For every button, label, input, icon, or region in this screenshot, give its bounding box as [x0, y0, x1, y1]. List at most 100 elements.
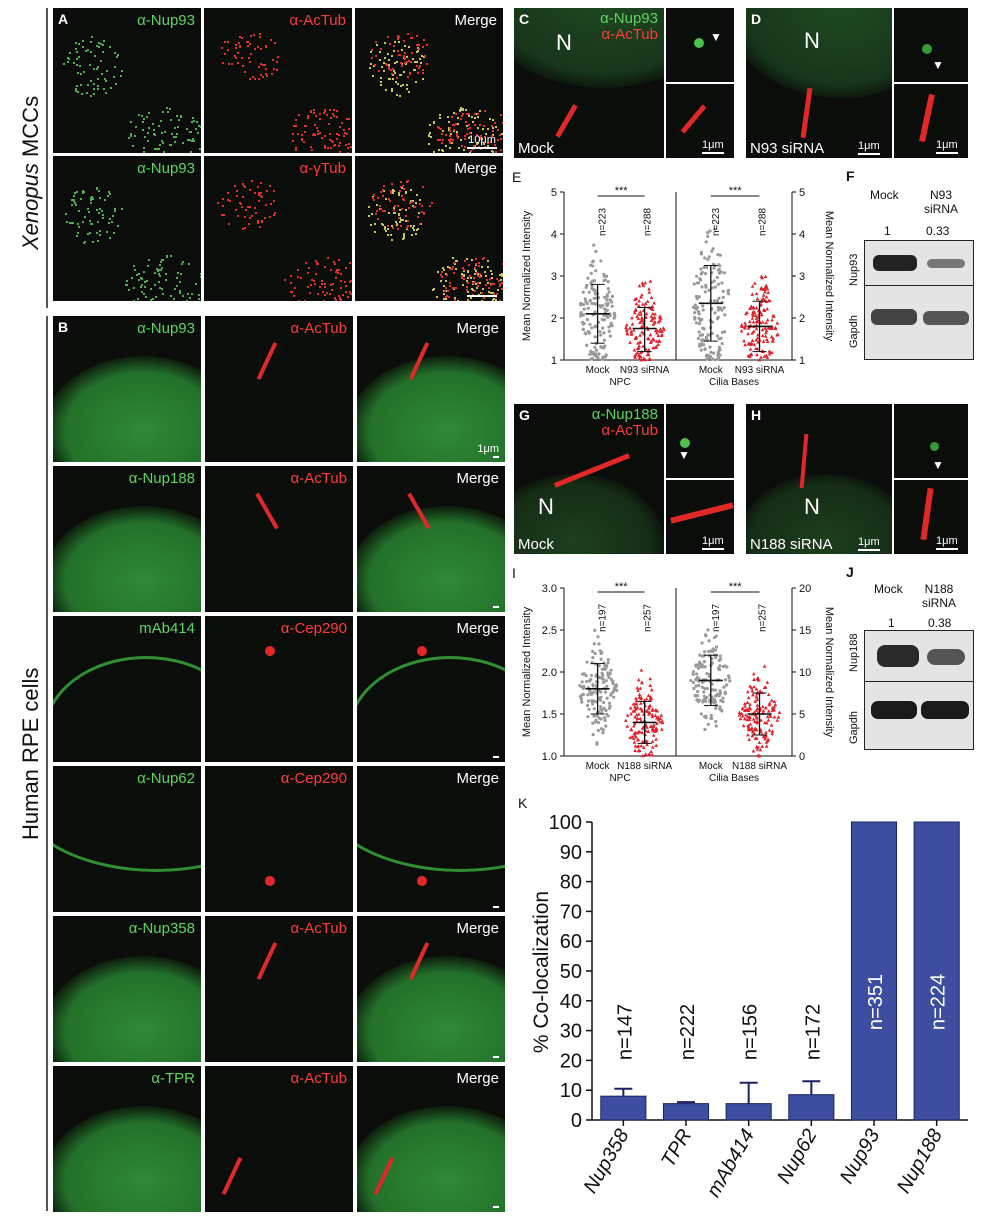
data-point: [713, 311, 717, 315]
data-point: [699, 712, 703, 716]
scale-bar: 1μm: [858, 536, 880, 551]
data-point: [654, 737, 658, 741]
data-point: [588, 299, 592, 303]
category-label: mAb414: [703, 1126, 759, 1202]
data-point: [629, 727, 633, 732]
category-label: N188 siRNA: [732, 761, 787, 772]
data-point: [581, 686, 586, 690]
data-point: [697, 344, 702, 348]
data-point: [707, 649, 711, 653]
panel-letter: H: [751, 407, 762, 423]
data-point: [716, 252, 720, 257]
data-point: [747, 705, 752, 710]
data-point: [766, 709, 771, 713]
data-point: [752, 677, 756, 681]
data-point: [580, 700, 584, 704]
data-point: [592, 279, 597, 283]
data-point: [747, 717, 752, 721]
panel-f-western-blot: F Mock N93 siRNA 1 0.33 Nup93 Gapdh: [846, 168, 976, 368]
data-point: [641, 302, 645, 306]
data-point: [770, 708, 775, 712]
green-channel-label: α-Nup93: [137, 320, 195, 337]
data-point: [625, 724, 630, 728]
data-point: [694, 274, 699, 278]
category-label: Mock: [586, 761, 611, 772]
data-point: [706, 628, 710, 632]
panelB-row1-red-image: α-AcTub: [205, 466, 353, 612]
data-point: [639, 295, 643, 299]
data-point: [749, 727, 753, 731]
data-point: [635, 744, 640, 749]
data-point: [636, 312, 641, 316]
n-label: n=197: [711, 604, 722, 633]
data-point: [643, 280, 648, 285]
data-point: [639, 357, 644, 362]
data-point: [599, 259, 603, 263]
merge-channel-label: Merge: [456, 1070, 499, 1087]
data-point: [578, 683, 582, 688]
data-point: [641, 745, 646, 749]
data-point: [639, 743, 643, 748]
data-point: [755, 352, 759, 357]
y-tick-label: 1: [551, 355, 557, 367]
data-point: [746, 733, 750, 737]
data-point: [604, 724, 608, 728]
data-point: [651, 322, 656, 326]
data-point: [712, 636, 717, 640]
data-point: [583, 331, 587, 335]
data-point: [720, 342, 724, 346]
data-point: [769, 334, 774, 339]
data-point: [710, 661, 714, 665]
panel-letter: F: [846, 168, 855, 184]
data-point: [607, 701, 612, 705]
bar-nup188: [913, 821, 960, 1121]
data-point: [605, 298, 609, 302]
data-point: [699, 252, 703, 256]
group-caption: Cilia Bases: [709, 377, 759, 388]
bar-n-label: n=172: [802, 1004, 824, 1060]
data-point: [707, 355, 711, 360]
data-point: [604, 302, 608, 306]
data-point: [699, 272, 703, 276]
data-point: [659, 713, 664, 717]
data-point: [749, 304, 754, 308]
data-point: [603, 344, 607, 348]
data-point: [636, 748, 641, 753]
data-point: [596, 728, 600, 732]
y-tick-label: 60: [560, 931, 582, 953]
data-point: [750, 316, 755, 320]
data-point: [716, 282, 720, 286]
data-point: [603, 667, 607, 672]
data-point: [650, 752, 655, 757]
data-point: [720, 308, 724, 312]
data-point: [612, 695, 616, 699]
y-tick-label: 80: [560, 872, 582, 894]
y-tick-label: 40: [560, 991, 582, 1013]
data-point: [750, 284, 755, 288]
panel-i-scatter-chart: I 1.0 1.5 2.0 2.5 3.0 0 5 10 15 20 Mean Normalized …: [512, 565, 835, 784]
data-point: [639, 354, 643, 359]
data-point: [650, 745, 655, 749]
data-point: [650, 714, 655, 719]
data-point: [649, 318, 654, 323]
data-point: [638, 350, 643, 355]
data-point: [645, 299, 650, 303]
data-point: [746, 727, 751, 731]
data-point: [705, 357, 709, 361]
data-point: [741, 723, 746, 728]
data-point: [656, 715, 660, 719]
data-point: [723, 678, 728, 682]
data-point: [658, 719, 662, 724]
data-point: [630, 322, 635, 326]
data-point: [645, 742, 649, 747]
data-point: [707, 255, 711, 259]
data-point: [771, 339, 775, 343]
bar-nup62: [788, 1094, 835, 1121]
data-point: [697, 322, 702, 326]
data-point: [604, 708, 608, 713]
data-point: [716, 308, 720, 312]
data-point: [641, 283, 646, 287]
data-point: [752, 684, 756, 689]
y-tick-label-right: 5: [799, 187, 805, 199]
data-point: [722, 271, 727, 275]
